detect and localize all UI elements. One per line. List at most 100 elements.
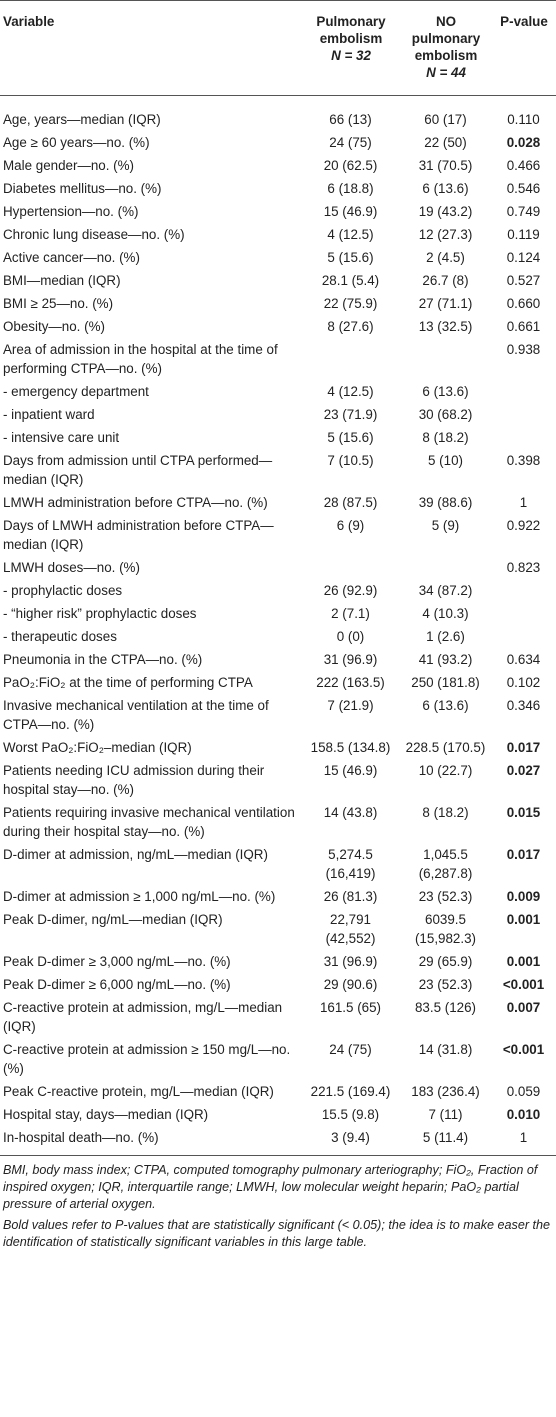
pe-cell: 31 (96.9) bbox=[323, 652, 378, 667]
p-value-cell: 0.823 bbox=[506, 560, 541, 575]
p-value-cell bbox=[492, 579, 556, 602]
table-body: Age, years—median (IQR) 66 (13) 60 (17) 0.1… bbox=[0, 96, 556, 1156]
pe-cell: 4 (12.5) bbox=[327, 227, 374, 242]
pe-cell: 15 (46.9) bbox=[323, 204, 378, 219]
pe-cell: 7 (21.9) bbox=[327, 698, 374, 713]
p-value-cell: 0.749 bbox=[506, 204, 541, 219]
variable-cell: Worst PaO₂:FiO₂–median (IQR) bbox=[3, 740, 192, 755]
variable-cell: C-reactive protein at admission, mg/L—me… bbox=[3, 1000, 283, 1034]
pe-cell: 14 (43.8) bbox=[323, 805, 378, 820]
p-value-cell: 1 bbox=[519, 1130, 528, 1145]
p-value-cell: <0.001 bbox=[502, 1042, 545, 1057]
no-pe-cell: 5 (9) bbox=[431, 518, 460, 533]
p-value-cell bbox=[492, 625, 556, 648]
no-pe-cell: 6 (13.6) bbox=[422, 181, 469, 196]
no-pe-cell: 12 (27.3) bbox=[418, 227, 473, 242]
table-row: Peak D-dimer ≥ 6,000 ng/mL—no. (%) 29 (90… bbox=[0, 973, 556, 996]
table-row: Pneumonia in the CTPA—no. (%) 31 (96.9) 41… bbox=[0, 648, 556, 671]
no-pe-cell: 4 (10.3) bbox=[422, 606, 469, 621]
p-value-cell: 0.124 bbox=[506, 250, 541, 265]
variable-cell: PaO₂:FiO₂ at the time of performing CTPA bbox=[3, 675, 253, 690]
table-row: - emergency department 4 (12.5) 6 (13.6) bbox=[0, 380, 556, 403]
pe-cell bbox=[302, 556, 400, 579]
variable-cell: - emergency department bbox=[3, 384, 149, 399]
no-pe-cell: 27 (71.1) bbox=[418, 296, 473, 311]
table-row: Peak D-dimer, ng/mL—median (IQR) 22,791 (… bbox=[0, 908, 556, 950]
variable-cell: D-dimer at admission ≥ 1,000 ng/mL—no. (… bbox=[3, 889, 276, 904]
footnote: Bold values refer to P-values that are s… bbox=[3, 1218, 551, 1249]
no-pe-cell: 6039.5 (15,982.3) bbox=[414, 912, 477, 946]
table-row: - prophylactic doses 26 (92.9) 34 (87.2) bbox=[0, 579, 556, 602]
table-row: Male gender—no. (%) 20 (62.5) 31 (70.5) 0.4… bbox=[0, 154, 556, 177]
variable-cell: Age, years—median (IQR) bbox=[3, 112, 161, 127]
pe-cell: 24 (75) bbox=[329, 135, 372, 150]
p-value-cell: 0.015 bbox=[506, 805, 541, 820]
pe-cell: 6 (9) bbox=[336, 518, 365, 533]
header-n: N = 32 bbox=[331, 48, 371, 63]
table-row: - inpatient ward 23 (71.9) 30 (68.2) bbox=[0, 403, 556, 426]
no-pe-cell: 7 (11) bbox=[428, 1107, 463, 1122]
p-value-cell: 0.922 bbox=[506, 518, 541, 533]
pe-cell: 5 (15.6) bbox=[327, 250, 374, 265]
no-pe-cell: 5 (11.4) bbox=[422, 1130, 469, 1145]
p-value-cell: 0.398 bbox=[506, 453, 541, 468]
pe-cell bbox=[302, 338, 400, 380]
p-value-cell bbox=[492, 380, 556, 403]
pe-cell: 26 (92.9) bbox=[323, 583, 378, 598]
pe-cell: 2 (7.1) bbox=[331, 606, 370, 621]
p-value-cell: 0.546 bbox=[506, 181, 541, 196]
variable-cell: - inpatient ward bbox=[3, 407, 95, 422]
no-pe-cell: 13 (32.5) bbox=[418, 319, 473, 334]
pe-cell: 7 (10.5) bbox=[327, 453, 374, 468]
table-row: Worst PaO₂:FiO₂–median (IQR) 158.5 (134.8… bbox=[0, 736, 556, 759]
variable-cell: BMI—median (IQR) bbox=[3, 273, 121, 288]
p-value-cell bbox=[492, 602, 556, 625]
p-value-cell: 0.017 bbox=[506, 740, 541, 755]
table-row: D-dimer at admission, ng/mL—median (IQR)… bbox=[0, 843, 556, 885]
variable-cell: Male gender—no. (%) bbox=[3, 158, 134, 173]
no-pe-cell: 30 (68.2) bbox=[418, 407, 473, 422]
pe-cell: 3 (9.4) bbox=[331, 1130, 370, 1145]
no-pe-cell: 14 (31.8) bbox=[418, 1042, 473, 1057]
header-cell: Variable bbox=[3, 14, 55, 29]
variable-cell: Chronic lung disease—no. (%) bbox=[3, 227, 185, 242]
p-value-cell bbox=[492, 426, 556, 449]
variable-cell: Days from admission until CTPA performed… bbox=[3, 453, 273, 487]
no-pe-cell: 183 (236.4) bbox=[411, 1084, 480, 1099]
p-value-cell: 1 bbox=[519, 495, 528, 510]
pe-cell: 31 (96.9) bbox=[323, 954, 378, 969]
table-row: C-reactive protein at admission, mg/L—me… bbox=[0, 996, 556, 1038]
no-pe-cell: 250 (181.8) bbox=[411, 675, 480, 690]
p-value-cell: 0.009 bbox=[506, 889, 541, 904]
p-value-cell: 0.017 bbox=[506, 847, 541, 862]
pe-cell: 29 (90.6) bbox=[323, 977, 378, 992]
p-value-cell: 0.007 bbox=[506, 1000, 541, 1015]
table-row: BMI ≥ 25—no. (%) 22 (75.9) 27 (71.1) 0.660 bbox=[0, 292, 556, 315]
table-row: Days of LMWH administration before CTPA—… bbox=[0, 514, 556, 556]
variable-cell: Invasive mechanical ventilation at the t… bbox=[3, 698, 269, 732]
variable-cell: - “higher risk” prophylactic doses bbox=[3, 606, 197, 621]
pe-cell: 222 (163.5) bbox=[316, 675, 385, 690]
variable-cell: Age ≥ 60 years—no. (%) bbox=[3, 135, 150, 150]
variable-cell: Active cancer—no. (%) bbox=[3, 250, 140, 265]
pe-cell: 28.1 (5.4) bbox=[321, 273, 380, 288]
header-cell: P-value bbox=[500, 14, 548, 29]
p-value-cell: 0.527 bbox=[506, 273, 541, 288]
variable-cell: Peak C-reactive protein, mg/L—median (IQ… bbox=[3, 1084, 274, 1099]
pe-cell: 15.5 (9.8) bbox=[321, 1107, 380, 1122]
p-value-cell: <0.001 bbox=[502, 977, 545, 992]
pe-cell: 26 (81.3) bbox=[323, 889, 378, 904]
pe-cell: 158.5 (134.8) bbox=[310, 740, 391, 755]
table-header: Variable Pulmonary embolism N = 32 NO pul… bbox=[0, 0, 556, 96]
table-row: Patients needing ICU admission during th… bbox=[0, 759, 556, 801]
no-pe-cell: 6 (13.6) bbox=[422, 384, 469, 399]
pe-cell: 8 (27.6) bbox=[327, 319, 374, 334]
pe-cell: 221.5 (169.4) bbox=[310, 1084, 391, 1099]
p-value-cell: 0.938 bbox=[506, 342, 541, 357]
no-pe-cell: 6 (13.6) bbox=[422, 698, 469, 713]
variable-cell: In-hospital death—no. (%) bbox=[3, 1130, 159, 1145]
no-pe-cell: 31 (70.5) bbox=[418, 158, 473, 173]
no-pe-cell: 10 (22.7) bbox=[418, 763, 473, 778]
variable-cell: - intensive care unit bbox=[3, 430, 120, 445]
